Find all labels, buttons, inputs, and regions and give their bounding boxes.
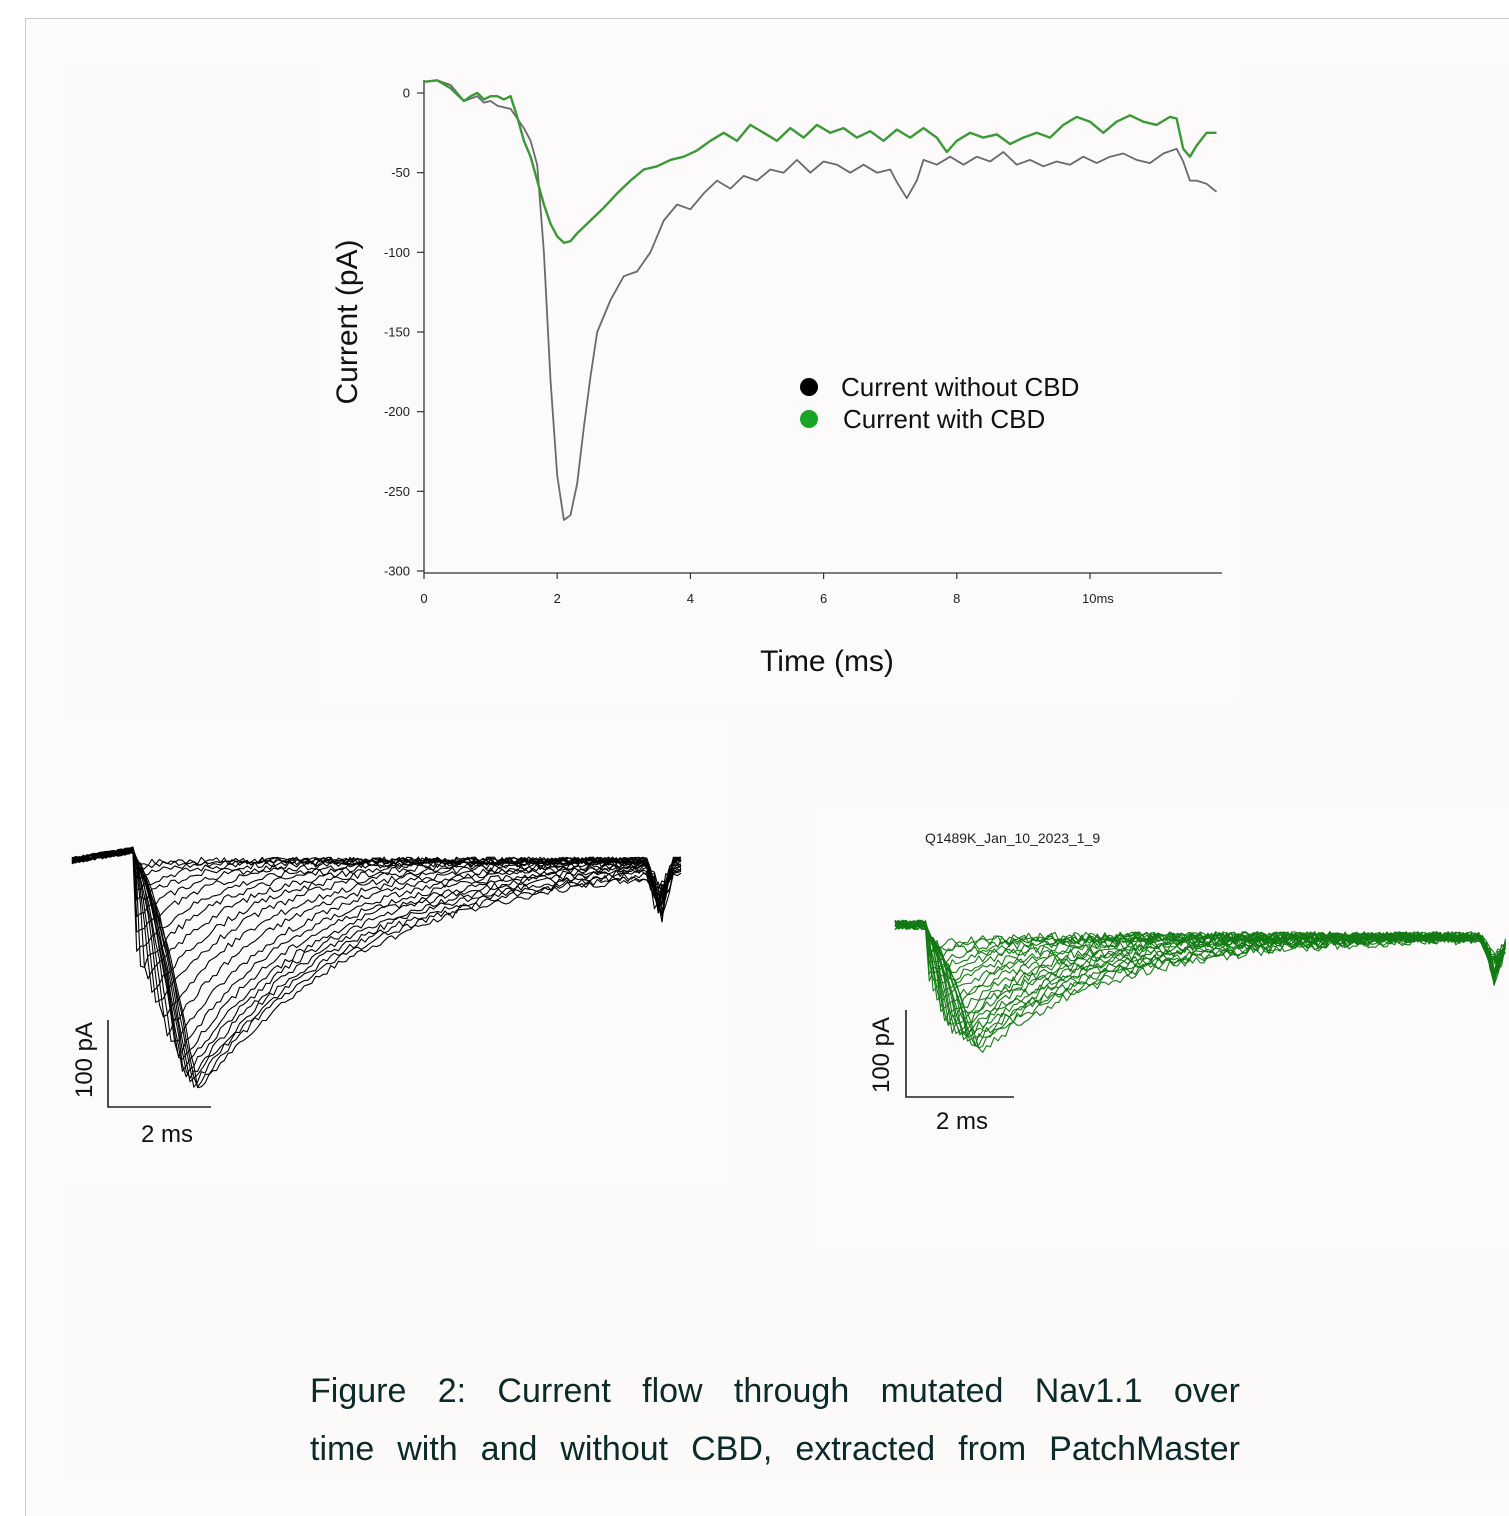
with-cbd-sweep-trace — [894, 919, 1506, 981]
y-tick-label: -50 — [391, 165, 410, 180]
with-cbd-scale-bar: 100 pA 2 ms — [868, 1010, 1014, 1135]
without-cbd-sweep-trace — [71, 847, 682, 952]
with-cbd-sweep-trace — [894, 919, 1506, 1012]
caption-line-1: Figure 2: Current flow through mutated N… — [310, 1372, 1240, 1410]
with-cbd-sweep-trace — [894, 920, 1506, 1049]
with-cbd-sweeps — [894, 919, 1506, 1053]
with-cbd-sweep-trace — [894, 920, 1506, 1047]
series-line-without-cbd — [423, 79, 1218, 521]
without-cbd-sweep-trace — [71, 848, 682, 1042]
with-cbd-sweep-trace — [894, 920, 1506, 1036]
legend-marker-without-cbd — [800, 378, 818, 396]
with-cbd-traces-panel — [815, 810, 1509, 1245]
with-cbd-sweep-trace — [894, 922, 1506, 1053]
with-cbd-sweep-trace — [894, 922, 1506, 1038]
x-tick-label: 10ms — [1082, 591, 1114, 606]
x-tick-label: 0 — [420, 591, 427, 606]
legend-label-without-cbd: Current without CBD — [841, 372, 1079, 402]
main-chart-panel — [318, 62, 1238, 702]
legend: Current without CBD Current with CBD — [800, 372, 1079, 434]
x-tick-label: 8 — [953, 591, 960, 606]
main-line-chart: 0 -50 -100 -150 -200 -250 -300 0 2 4 6 8 10ms Curren… — [331, 79, 1222, 678]
without-cbd-sweep-trace — [71, 849, 682, 980]
caption-line-2: time with and without CBD, extracted fro… — [310, 1430, 1240, 1468]
with-cbd-scale-x-label: 2 ms — [936, 1108, 988, 1135]
with-cbd-sweep-trace — [894, 919, 1506, 1001]
without-cbd-sweep-trace — [71, 847, 682, 1072]
figure-caption: Figure 2: Current flow through mutated N… — [310, 1362, 1240, 1478]
without-cbd-sweep-trace — [71, 848, 682, 1089]
without-cbd-sweeps — [71, 846, 682, 1089]
without-cbd-sweep-trace — [71, 848, 682, 993]
without-cbd-sweep-trace — [71, 850, 682, 1078]
y-tick-label: -100 — [384, 245, 410, 260]
legend-label-with-cbd: Current with CBD — [843, 404, 1045, 434]
series-line-with-cbd — [423, 79, 1217, 244]
x-tick-label: 6 — [820, 591, 827, 606]
without-cbd-scale-bar: 100 pA 2 ms — [71, 1020, 211, 1148]
x-tick-label: 4 — [687, 591, 694, 606]
without-cbd-scale-x-label: 2 ms — [141, 1121, 193, 1148]
y-tick-label: -300 — [384, 564, 410, 579]
without-cbd-sweep-trace — [71, 849, 682, 1018]
without-cbd-sweep-trace — [71, 848, 682, 1079]
with-cbd-scale-y-label: 100 pA — [868, 1017, 895, 1093]
recording-file-label: Q1489K_Jan_10_2023_1_9 — [925, 830, 1100, 846]
without-cbd-scale-bar-lines — [107, 1020, 211, 1108]
without-cbd-sweep-trace — [71, 848, 682, 968]
without-cbd-sweep-trace — [71, 848, 682, 1057]
y-tick-label: -250 — [384, 484, 410, 499]
legend-marker-with-cbd — [800, 410, 818, 428]
without-cbd-scale-y-label: 100 pA — [71, 1022, 98, 1098]
x-tick-label: 2 — [554, 591, 561, 606]
y-tick-label: 0 — [403, 86, 410, 101]
y-axis-title: Current (pA) — [331, 239, 364, 404]
main-chart-series — [423, 79, 1218, 521]
y-tick-label: -200 — [384, 404, 410, 419]
main-chart-axes: 0 -50 -100 -150 -200 -250 -300 0 2 4 6 8 10ms — [384, 80, 1222, 606]
y-tick-label: -150 — [384, 325, 410, 340]
x-axis-title: Time (ms) — [760, 645, 894, 678]
with-cbd-scale-bar-lines — [905, 1010, 1014, 1098]
